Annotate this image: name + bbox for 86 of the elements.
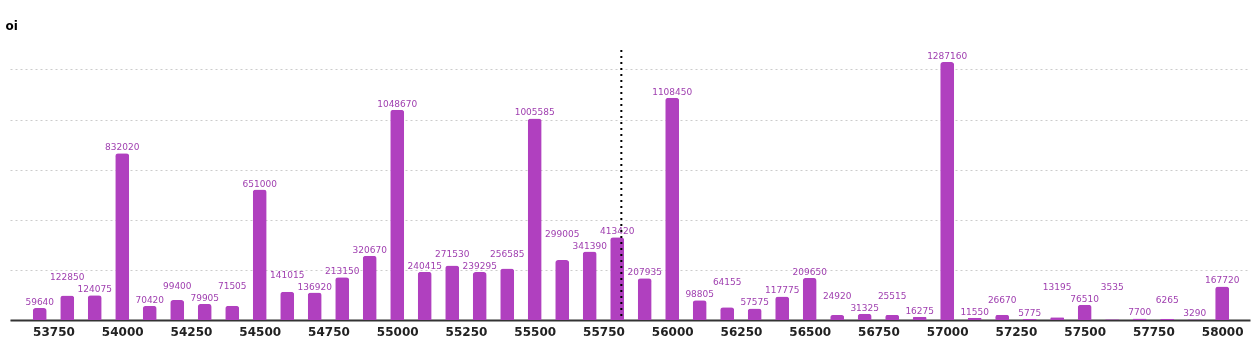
data-label: 1287160 (927, 51, 968, 61)
data-label: 99400 (162, 280, 192, 291)
data-label: 5775 (1018, 307, 1042, 318)
bar (197, 303, 212, 320)
data-label: 256585 (490, 249, 525, 260)
data-label: 11550 (960, 306, 990, 317)
bar (472, 272, 487, 320)
bar (555, 260, 570, 320)
y-axis-title: oi (5, 18, 18, 33)
data-label: 651000 (242, 178, 278, 189)
data-label: 124075 (77, 284, 112, 295)
data-label: 98805 (685, 289, 715, 300)
data-label: 141015 (270, 269, 305, 280)
data-label: 299005 (545, 228, 580, 239)
data-label: 1005585 (514, 107, 555, 118)
data-label: 16275 (905, 305, 935, 316)
bar (280, 291, 295, 320)
bar (527, 118, 542, 320)
data-label: 70420 (135, 294, 165, 305)
x-tick-label: 55750 (583, 324, 625, 339)
data-label: 1108450 (652, 86, 693, 97)
data-label: 71505 (217, 280, 247, 291)
data-label: 3535 (1100, 281, 1124, 292)
bar (335, 277, 350, 320)
x-tick-label: 54750 (308, 324, 350, 339)
x-tick-label: 58000 (1201, 324, 1244, 339)
x-tick-label: 54000 (101, 324, 144, 339)
data-label: 76510 (1070, 293, 1100, 304)
data-label: 13195 (1042, 281, 1072, 292)
bar (802, 277, 817, 320)
x-tick-label: 53750 (33, 324, 75, 339)
x-tick-label: 57000 (926, 324, 969, 339)
bar (940, 62, 955, 320)
data-label: 832020 (105, 142, 140, 153)
data-label: 117775 (765, 285, 800, 296)
x-tick-label: 57750 (1133, 324, 1175, 339)
data-label: 341390 (572, 240, 608, 251)
x-tick-label: 55500 (514, 324, 557, 339)
data-label: 64155 (712, 277, 742, 288)
data-label: 24920 (822, 290, 852, 301)
x-tick-label: 57500 (1064, 324, 1107, 339)
bar (170, 300, 185, 320)
x-tick-label: 56000 (651, 324, 694, 339)
data-label: 136920 (297, 281, 333, 292)
data-label: 6265 (1155, 295, 1179, 306)
data-label: 31325 (850, 302, 880, 313)
bar (637, 278, 652, 320)
data-label: 209650 (792, 266, 828, 277)
bar (252, 189, 267, 320)
data-label: 239295 (462, 261, 497, 272)
data-label: 3290 (1183, 308, 1207, 319)
bar (582, 251, 597, 320)
bar (390, 109, 405, 320)
data-label: 59640 (25, 297, 55, 308)
bar (307, 292, 322, 320)
x-tick-label: 56750 (858, 324, 900, 339)
data-label: 25515 (877, 290, 907, 301)
bar (115, 153, 130, 320)
data-label: 413420 (600, 226, 635, 237)
data-label: 122850 (50, 272, 85, 283)
x-tick-label: 56250 (720, 324, 763, 339)
bar (60, 295, 75, 320)
bar (417, 271, 432, 320)
data-label: 213150 (325, 266, 360, 277)
x-tick-label: 55250 (445, 324, 488, 339)
data-label: 1048670 (377, 98, 418, 109)
bar (362, 255, 377, 320)
x-tick-label: 54250 (170, 324, 213, 339)
x-tick-label: 56500 (789, 324, 832, 339)
data-label: 320670 (352, 244, 388, 255)
data-label: 207935 (627, 267, 662, 278)
x-tick-label: 54500 (239, 324, 282, 339)
x-tick-label: 55000 (376, 324, 419, 339)
bar (32, 308, 47, 320)
data-label: 240415 (407, 260, 442, 271)
data-label: 167720 (1205, 275, 1240, 286)
data-label: 79905 (190, 292, 220, 303)
data-label: 26670 (987, 294, 1017, 305)
x-tick-label: 57250 (995, 324, 1038, 339)
data-label: 271530 (435, 248, 470, 259)
bar (1215, 286, 1230, 320)
bar (445, 265, 460, 320)
data-label: 7700 (1128, 307, 1152, 318)
bar (665, 97, 680, 320)
bar (500, 268, 515, 320)
data-label: 57575 (740, 297, 770, 308)
